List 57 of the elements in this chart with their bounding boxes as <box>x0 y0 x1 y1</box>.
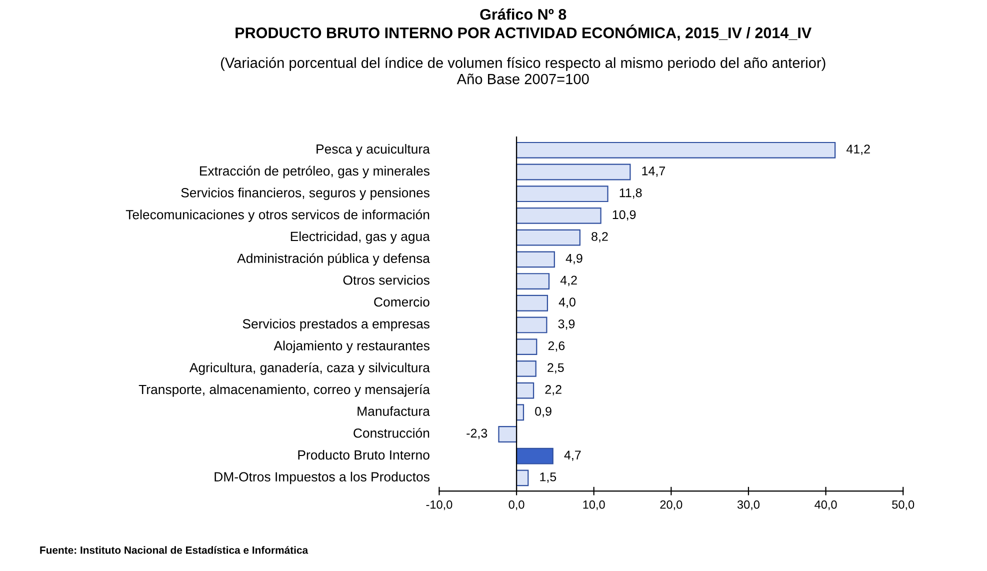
bar <box>516 470 529 486</box>
bar <box>516 382 534 399</box>
data-label: 41,2 <box>846 144 870 155</box>
bar <box>516 316 548 334</box>
y-tick-label: Pesca y acuicultura <box>316 144 430 156</box>
chart-title: Gráfico Nº 8 PRODUCTO BRUTO INTERNO POR ACTIVIDAD ECONÓMICA, 2015_IV / 2014_IV <box>236 8 812 40</box>
x-tick-label: 50,0 <box>892 500 914 510</box>
data-label: 4,7 <box>564 450 581 461</box>
x-tick-label: 40,0 <box>814 500 837 510</box>
data-label: 4,9 <box>566 254 582 264</box>
y-tick-label: Telecomunicaciones y otros servicos de información <box>126 209 430 222</box>
data-label: 8,2 <box>592 232 608 242</box>
x-tick-label: 0,0 <box>508 500 524 510</box>
x-tick-label: -10,0 <box>426 500 452 510</box>
y-tick-label: Alojamiento y restaurantes <box>274 340 430 353</box>
y-tick-label: DM-Otros Impuestos a los Productos <box>214 472 430 484</box>
data-label: 11,8 <box>620 188 642 199</box>
source-note: Fuente: Instituto Nacional de Estadística e Informática <box>40 546 308 554</box>
bar <box>516 448 554 464</box>
data-label: 2,2 <box>545 385 562 396</box>
data-label: 10,9 <box>612 210 636 221</box>
data-label: -2,3 <box>466 428 488 440</box>
x-tick-label: 20,0 <box>660 500 682 510</box>
data-label: 3,9 <box>558 319 575 330</box>
y-tick-label: Electricidad, gas y agua <box>290 231 430 244</box>
chart-subtitle: (Variación porcentual del índice de volumen físico respecto al mismo periodo del año anterior) Año Base 2007=100 <box>221 57 826 84</box>
data-label: 4,0 <box>558 298 576 308</box>
bar <box>516 360 536 377</box>
bar <box>516 273 550 290</box>
x-tick-label: 30,0 <box>737 500 760 510</box>
y-tick-label: Extracción de petróleo, gas y minerales <box>200 166 430 178</box>
data-label: 2,5 <box>548 363 564 374</box>
bar <box>516 208 602 224</box>
y-tick-label: Servicios prestados a empresas <box>242 318 430 332</box>
y-tick-label: Administración pública y defensa <box>237 253 430 266</box>
data-label: 1,5 <box>540 472 556 483</box>
y-tick-label: Manufactura <box>358 406 430 416</box>
data-label: 0,9 <box>535 406 552 418</box>
data-label: 2,6 <box>548 341 565 352</box>
bar <box>516 142 836 158</box>
bar <box>516 338 538 356</box>
y-tick-label: Servicios financieros, seguros y pensiones <box>181 188 430 200</box>
y-tick-label: Transporte, almacenamiento, correo y mensajería <box>138 384 430 397</box>
y-tick-label: Comercio <box>374 296 430 307</box>
data-label: 14,7 <box>642 166 665 177</box>
bar <box>516 251 555 268</box>
y-tick-label: Producto Bruto Interno <box>298 450 430 460</box>
y-tick-label: Otros servicios <box>343 275 430 285</box>
data-label: 4,2 <box>560 276 577 286</box>
bar <box>516 164 631 180</box>
x-tick-label: 10,0 <box>583 500 605 510</box>
bar <box>516 294 548 312</box>
y-tick-label: Agricultura, ganadería, caza y silvicultura <box>189 362 430 375</box>
bar <box>516 186 608 202</box>
y-tick-label: Construcción <box>354 428 430 438</box>
bar <box>498 426 518 442</box>
bar <box>516 229 580 246</box>
